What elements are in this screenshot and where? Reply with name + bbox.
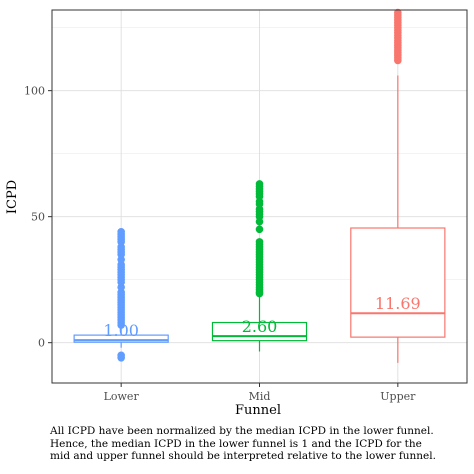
axes: 0 50 100 Lower Mid Upper: [24, 85, 416, 403]
box-lower: [73, 227, 169, 362]
x-tick-label: Lower: [104, 390, 140, 403]
outlier-point: [255, 180, 264, 188]
median-label: 11.69: [375, 294, 421, 313]
outlier-point: [117, 351, 125, 360]
box-upper: [350, 8, 446, 363]
x-tick-label: Upper: [380, 390, 416, 403]
outlier-point: [255, 238, 264, 246]
y-tick-label: 0: [38, 337, 45, 350]
outlier-point: [255, 225, 264, 234]
median-labels: 1.00 2.60 11.69: [103, 294, 420, 340]
y-tick-label: 50: [31, 211, 45, 224]
box-mid: [211, 180, 308, 352]
box-iqr: [350, 227, 446, 338]
figure-caption: All ICPD have been normalized by the med…: [50, 425, 436, 462]
outlier-point: [394, 8, 402, 17]
y-tick-label: 100: [24, 85, 45, 98]
x-axis-title: Funnel: [235, 403, 281, 418]
x-tick-label: Mid: [249, 390, 271, 403]
box-iqr: [73, 334, 169, 343]
boxes: [73, 8, 446, 363]
median-label: 1.00: [103, 321, 139, 340]
y-axis-title: ICPD: [5, 180, 20, 214]
median-label: 2.60: [242, 317, 278, 336]
outlier-point: [117, 227, 125, 236]
